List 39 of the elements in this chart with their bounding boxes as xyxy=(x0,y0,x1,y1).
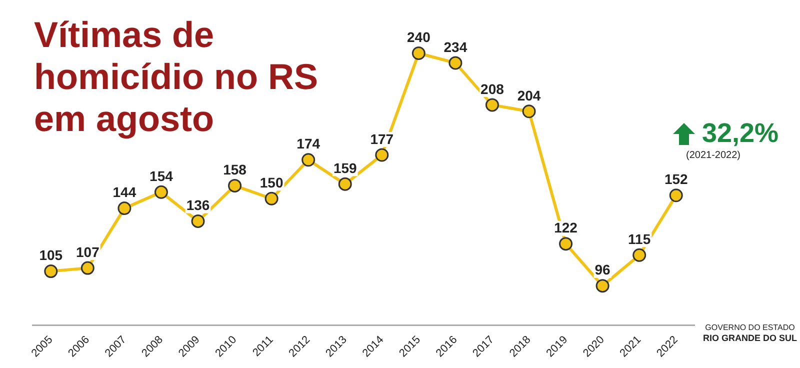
text: RIO GRANDE DO SUL xyxy=(702,333,798,344)
point xyxy=(632,248,646,262)
data-label: 115 xyxy=(628,231,651,247)
data-label: 240 xyxy=(406,29,431,46)
data-label: 96 xyxy=(594,262,611,278)
point xyxy=(338,177,352,191)
point xyxy=(559,237,573,251)
point xyxy=(522,104,536,118)
point xyxy=(669,188,683,202)
text: 32,2% xyxy=(702,118,779,149)
point xyxy=(80,261,94,275)
point xyxy=(375,148,389,162)
data-label: 136 xyxy=(186,197,210,214)
point xyxy=(485,98,499,112)
data-label: 208 xyxy=(480,80,504,97)
data-label: 234 xyxy=(444,38,468,55)
point xyxy=(44,264,58,278)
point xyxy=(596,279,610,293)
point xyxy=(264,192,278,206)
data-label: 144 xyxy=(112,184,136,200)
data-label: 122 xyxy=(554,220,578,236)
data-label: 150 xyxy=(260,174,284,190)
point xyxy=(191,214,205,228)
data-label: 154 xyxy=(150,168,174,184)
data-label: 105 xyxy=(39,247,63,264)
point xyxy=(302,153,316,167)
point xyxy=(118,202,132,216)
text: GOVERNO DO ESTADO xyxy=(704,322,796,333)
point xyxy=(448,56,462,70)
data-label: 158 xyxy=(223,162,247,178)
point xyxy=(154,185,168,199)
point xyxy=(412,46,426,60)
data-label: 107 xyxy=(76,244,100,260)
data-label: 204 xyxy=(517,87,541,104)
data-label: 159 xyxy=(333,160,358,176)
data-label: 152 xyxy=(664,171,688,188)
annotation: (2021-2022) xyxy=(686,150,740,161)
point xyxy=(228,178,242,192)
data-label: 177 xyxy=(370,130,394,147)
